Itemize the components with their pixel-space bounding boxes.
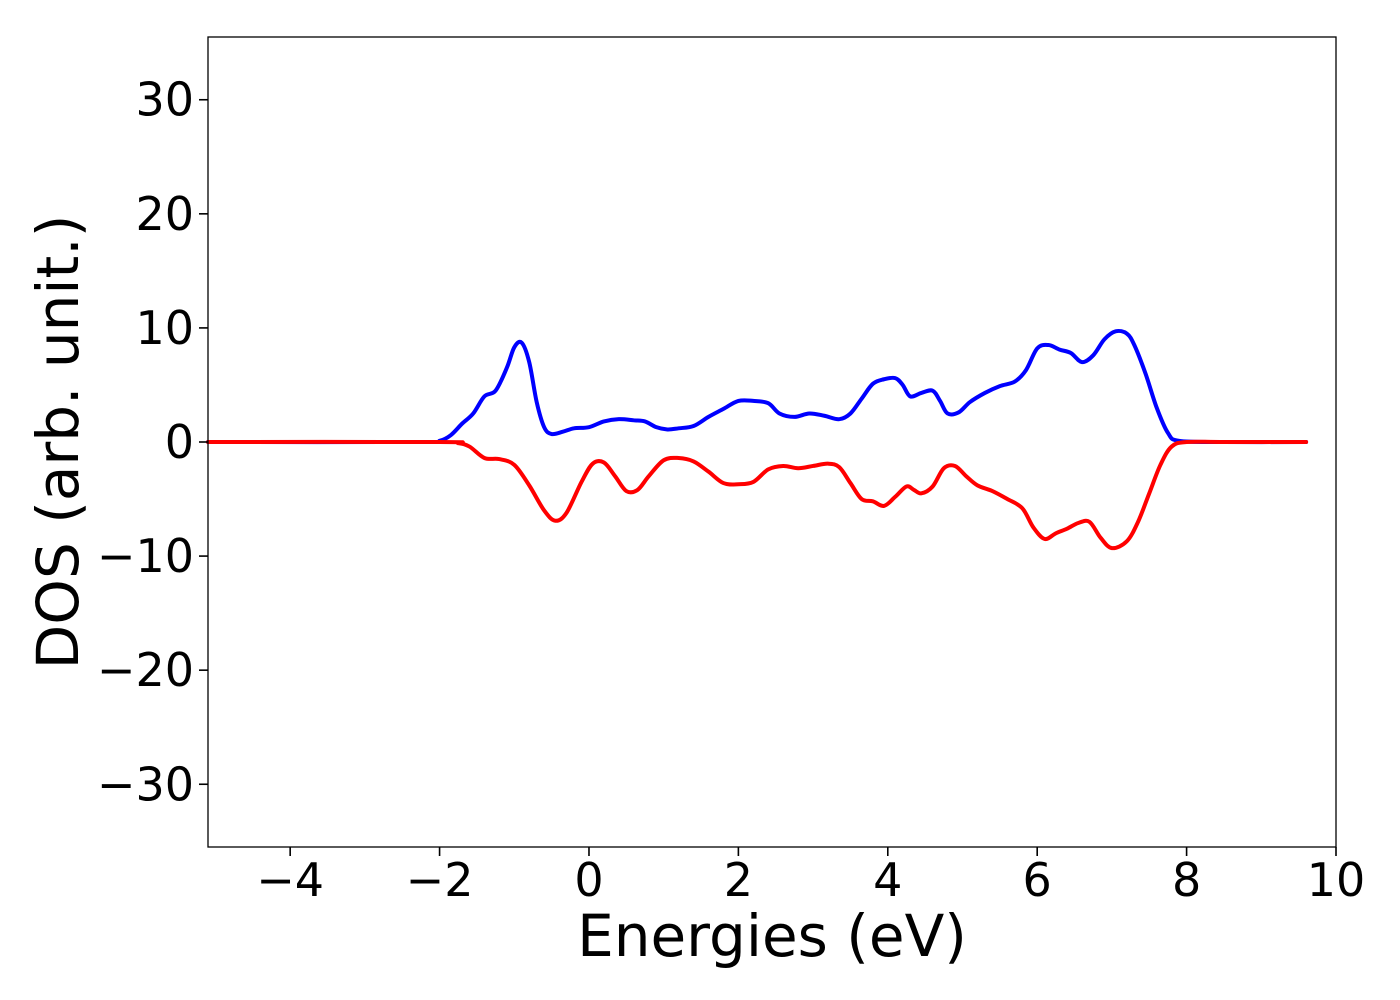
x-tick-label: 6 [1023,853,1052,907]
x-tick-label: −4 [256,853,324,907]
y-tick-label: −30 [97,757,194,811]
y-tick-label: −10 [97,529,194,583]
x-tick-label: −2 [406,853,474,907]
x-axis-ticks: −4 −2 0 2 4 6 8 10 [256,847,1365,907]
x-tick-label: 2 [724,853,753,907]
x-axis-label: Energies (eV) [577,902,967,970]
y-tick-label: 10 [135,301,194,355]
y-tick-label: 0 [165,415,194,469]
series-line-2 [206,439,1309,551]
y-axis-ticks: −30 −20 −10 0 10 20 30 [97,73,208,811]
y-axis-label: DOS (arb. unit.) [24,215,92,670]
x-tick-label: 8 [1172,853,1201,907]
series-layer [206,328,1309,551]
y-tick-label: 20 [135,187,194,241]
y-tick-label: −20 [97,643,194,697]
x-tick-label: 4 [873,853,902,907]
x-tick-label: 0 [574,853,603,907]
series-line-1 [206,328,1309,445]
y-tick-label: 30 [135,73,194,127]
x-tick-label: 10 [1307,853,1366,907]
